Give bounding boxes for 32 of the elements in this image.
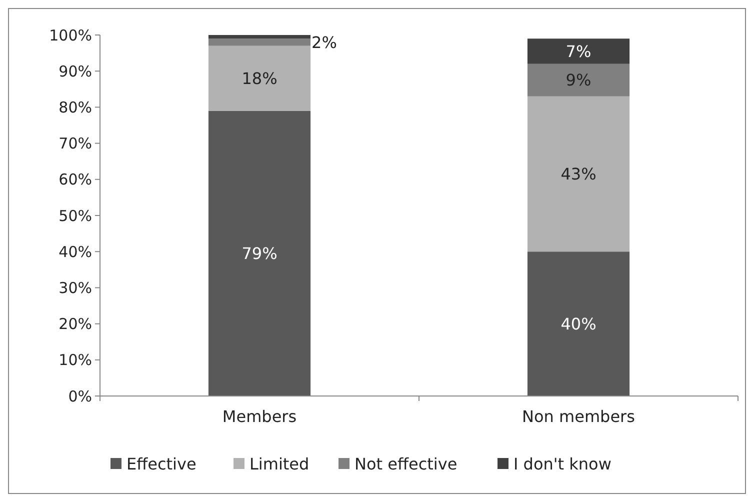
legend-label: Not effective [354,454,458,474]
y-tick-label: 60% [58,170,92,189]
y-tick-label: 30% [58,278,92,297]
bar [527,64,630,96]
bar [208,110,311,396]
x-tick-label: Non members [522,407,635,426]
y-tick-label: 20% [58,315,92,334]
y-tick-label: 0% [68,387,92,406]
data-label: 2% [312,32,337,52]
bar [527,252,630,396]
y-tick-label: 70% [58,134,92,153]
y-tick-label: 90% [58,62,92,80]
data-label: 43% [560,164,596,184]
legend-label: I don't know [514,454,612,474]
data-label: 40% [560,314,596,334]
y-tick-label: 80% [58,98,92,116]
bar [208,46,311,111]
y-tick-label: 50% [58,206,92,225]
data-label: 9% [566,70,592,90]
bar [208,35,311,39]
legend-label: Limited [250,454,310,474]
bar [208,38,311,46]
bar [527,96,630,252]
data-label: 79% [242,244,278,264]
bar [527,38,630,64]
legend-label: Effective [126,454,196,474]
y-tick-label: 10% [58,351,92,370]
data-label: 7% [566,42,592,61]
y-tick-label: 40% [58,242,92,261]
x-tick-label: Members [222,407,297,426]
data-label: 18% [242,68,278,88]
y-tick-label: 100% [49,26,92,44]
